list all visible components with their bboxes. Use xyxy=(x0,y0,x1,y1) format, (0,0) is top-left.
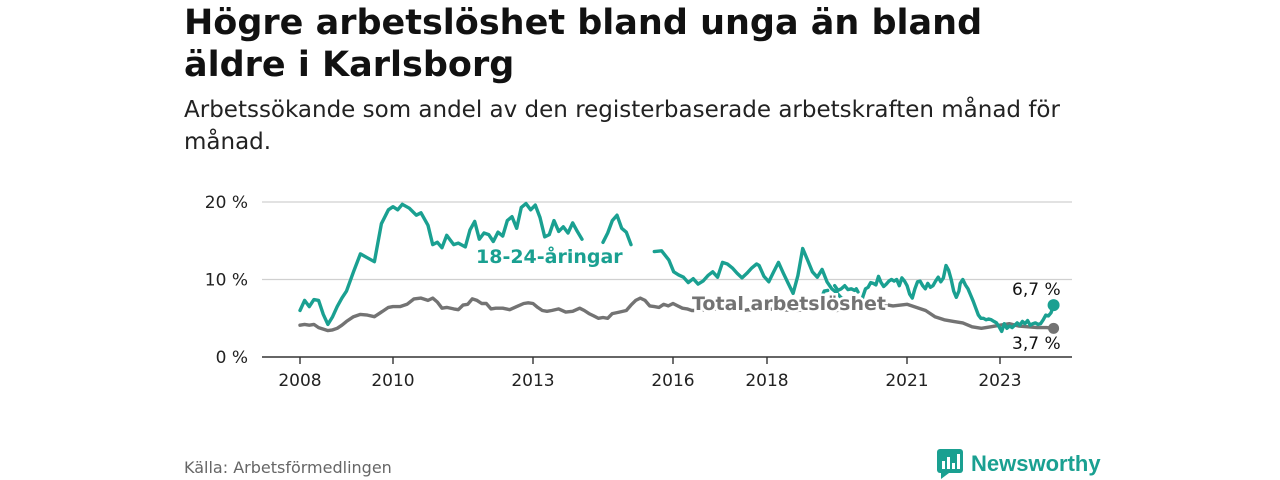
x-tick-label: 2021 xyxy=(885,371,928,391)
series-line-youth xyxy=(652,246,848,302)
series-line-youth xyxy=(819,288,830,302)
series-label-total: Total arbetslöshet xyxy=(692,293,886,315)
series-line-youth xyxy=(601,213,633,247)
series-line-youth xyxy=(833,284,860,294)
x-tick-label: 2018 xyxy=(745,371,788,391)
series-label-youth: 18-24-åringar xyxy=(476,244,623,268)
x-tick-label: 2016 xyxy=(651,371,694,391)
x-tick-label: 2010 xyxy=(371,371,414,391)
series-line-total xyxy=(298,296,1056,333)
y-tick-label: 0 % xyxy=(216,348,248,368)
chart-title: Högre arbetslöshet bland unga än bland ä… xyxy=(184,3,983,85)
end-point-total xyxy=(1048,322,1060,334)
y-tick-label: 20 % xyxy=(205,193,248,213)
end-label-total: 3,7 % xyxy=(1012,334,1061,354)
x-tick-label: 2008 xyxy=(278,371,321,391)
end-label-youth: 6,7 % xyxy=(1012,280,1061,300)
series-line-youth xyxy=(858,263,1056,334)
series-line-youth xyxy=(298,201,584,327)
chart-subtitle: Arbetssökande som andel av den registerb… xyxy=(184,97,1060,155)
brand-name: Newsworthy xyxy=(971,451,1101,476)
y-tick-label: 10 % xyxy=(205,271,248,291)
brand-logo[interactable]: Newsworthy xyxy=(937,449,1101,479)
line-chart: 0 %10 %20 %2008 2010 2013 2016 2018 2021 2023 … xyxy=(205,193,1072,391)
x-tick-label: 2023 xyxy=(978,371,1021,391)
x-tick-label: 2013 xyxy=(511,371,554,391)
end-point-youth xyxy=(1047,299,1060,312)
newsworthy-logo-icon xyxy=(937,449,963,479)
source-note: Källa: Arbetsförmedlingen xyxy=(184,458,392,477)
